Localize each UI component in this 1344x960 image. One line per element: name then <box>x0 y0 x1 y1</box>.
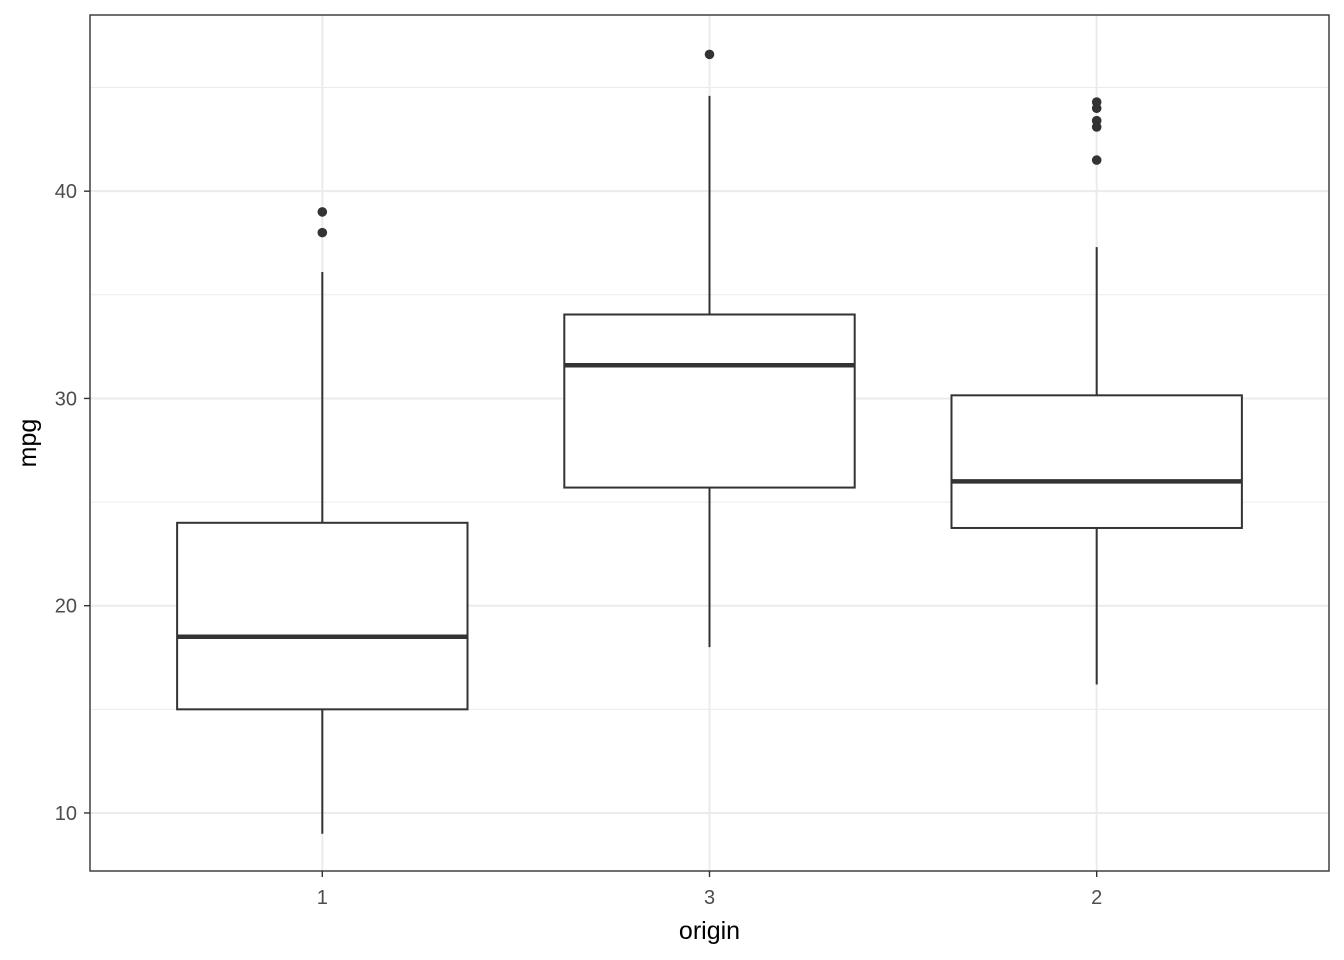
box-group <box>950 97 1243 685</box>
outlier-point <box>1091 97 1102 107</box>
box-layer <box>176 49 1243 834</box>
outlier-point <box>1091 115 1102 126</box>
x-axis: 1 3 2 <box>317 871 1102 909</box>
box-iqr <box>563 313 856 489</box>
box-iqr <box>176 521 469 711</box>
outlier-point <box>317 207 328 217</box>
outlier-point <box>704 49 715 60</box>
x-tick-label: 2 <box>1091 887 1102 909</box>
x-tick-label: 3 <box>704 887 715 909</box>
y-tick-label: 20 <box>55 596 77 618</box>
box-group <box>563 49 856 648</box>
box-iqr <box>950 394 1243 529</box>
y-tick-label: 10 <box>55 803 77 825</box>
y-tick-label: 40 <box>55 181 77 203</box>
outlier-point <box>1091 155 1102 165</box>
x-tick-label: 1 <box>317 887 328 909</box>
y-axis-title: mpg <box>14 419 42 468</box>
box-group <box>176 207 469 834</box>
y-tick-label: 30 <box>55 388 77 410</box>
outlier-point <box>317 227 328 238</box>
x-axis-title: origin <box>679 917 740 945</box>
y-axis: 10 20 30 40 <box>55 181 90 825</box>
